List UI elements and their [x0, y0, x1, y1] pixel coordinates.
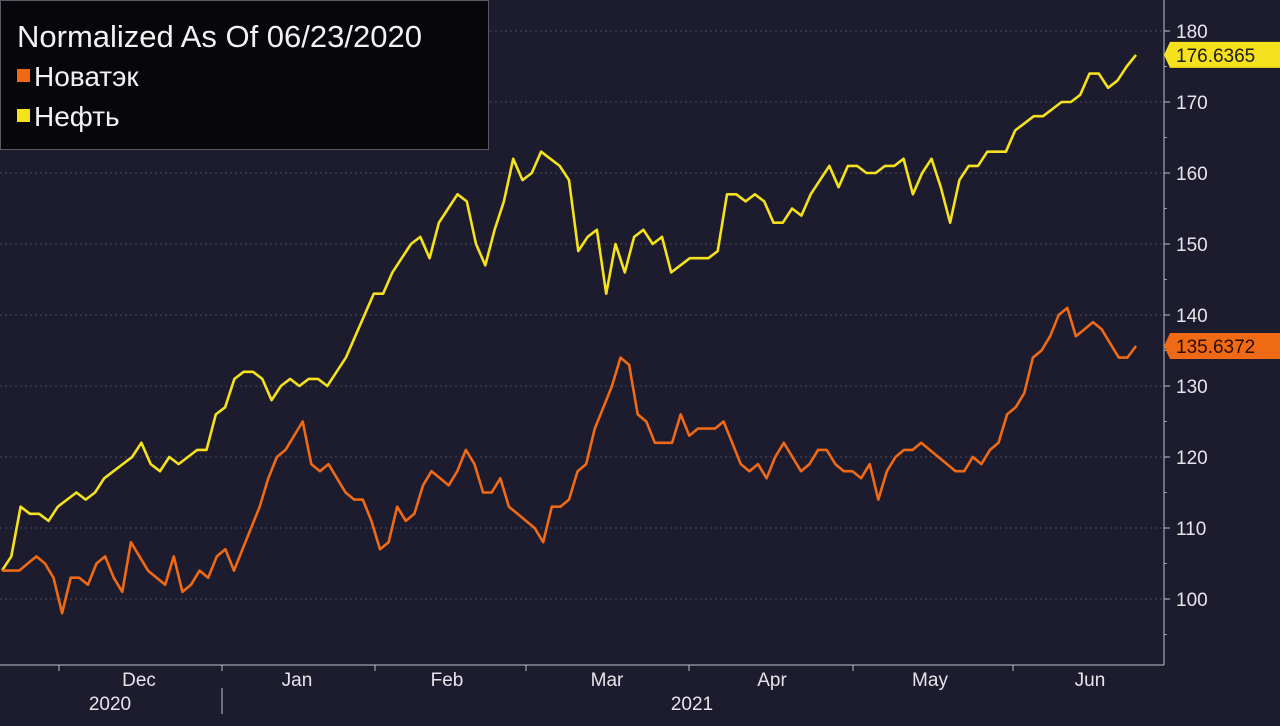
y-tick-label-100: 100 [1176, 590, 1208, 611]
x-tick-label-mar: Mar [591, 670, 624, 691]
x-tick-label-jun: Jun [1075, 670, 1106, 691]
x-tick-label-may: May [912, 670, 948, 691]
y-tick-label-160: 160 [1176, 164, 1208, 185]
legend-swatch-novatek [17, 69, 30, 83]
series-line-0 [0, 54, 1138, 572]
x-year-label-2020: 2020 [89, 694, 131, 715]
y-tick-label-140: 140 [1176, 306, 1208, 327]
legend: Normalized As Of 06/23/2020 Новатэк Нефт… [0, 0, 489, 150]
y-tick-label-150: 150 [1176, 235, 1208, 256]
last-value-label-1: 135.6372 [1176, 337, 1255, 358]
y-tick-label-130: 130 [1176, 377, 1208, 398]
last-value-tag-bg-1 [1164, 332, 1280, 359]
y-tick-label-180: 180 [1176, 22, 1208, 43]
y-tick-label-110: 110 [1176, 519, 1206, 540]
series-line-1 [2, 306, 1138, 615]
last-value-tag-bg-0 [1164, 41, 1280, 68]
y-tick-label-170: 170 [1176, 93, 1208, 114]
x-tick-label-feb: Feb [431, 670, 464, 691]
legend-item-novatek: Новатэк [17, 61, 139, 93]
chart-title: Normalized As Of 06/23/2020 [17, 19, 422, 54]
x-tick-label-apr: Apr [757, 670, 787, 691]
x-tick-label-dec: Dec [122, 670, 156, 691]
last-value-label-0: 176.6365 [1176, 46, 1255, 67]
legend-swatch-oil [17, 109, 30, 123]
x-tick-label-jan: Jan [282, 670, 313, 691]
legend-label-oil: Нефть [34, 101, 120, 132]
y-tick-label-120: 120 [1176, 448, 1208, 469]
legend-label-novatek: Новатэк [34, 61, 139, 92]
x-year-label-2021: 2021 [671, 694, 713, 715]
legend-item-oil: Нефть [17, 101, 120, 133]
